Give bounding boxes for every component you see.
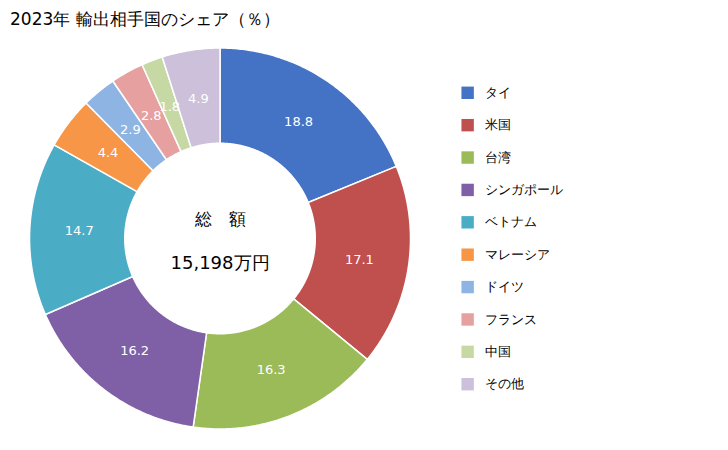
svg-text:ドイツ: ドイツ bbox=[485, 279, 524, 294]
svg-text:2.9: 2.9 bbox=[120, 122, 141, 137]
svg-text:16.3: 16.3 bbox=[257, 362, 286, 377]
svg-text:2.8: 2.8 bbox=[140, 107, 162, 123]
svg-text:台湾: 台湾 bbox=[485, 150, 511, 165]
svg-text:米国: 米国 bbox=[485, 117, 511, 132]
svg-text:ベトナム: ベトナム bbox=[485, 214, 537, 229]
svg-text:4.4: 4.4 bbox=[98, 145, 119, 160]
svg-text:18.8: 18.8 bbox=[284, 114, 313, 129]
svg-text:フランス: フランス bbox=[485, 312, 537, 327]
svg-text:15,198万円: 15,198万円 bbox=[171, 252, 270, 273]
svg-text:マレーシア: マレーシア bbox=[485, 247, 550, 262]
svg-text:1.8: 1.8 bbox=[159, 99, 180, 114]
svg-text:14.7: 14.7 bbox=[65, 223, 94, 238]
svg-text:17.1: 17.1 bbox=[345, 252, 374, 267]
svg-text:シンガポール: シンガポール bbox=[485, 182, 563, 197]
svg-text:総 額: 総 額 bbox=[194, 209, 246, 229]
svg-text:中国: 中国 bbox=[485, 344, 511, 359]
html-text:2023年 輸出相手国のシェア（％）: 2023年 輸出相手国のシェア（％） bbox=[10, 9, 280, 29]
svg-text:タイ: タイ bbox=[485, 85, 511, 100]
svg-text:16.2: 16.2 bbox=[120, 343, 149, 358]
svg-text:その他: その他 bbox=[485, 376, 524, 391]
svg-text:4.9: 4.9 bbox=[188, 91, 209, 106]
